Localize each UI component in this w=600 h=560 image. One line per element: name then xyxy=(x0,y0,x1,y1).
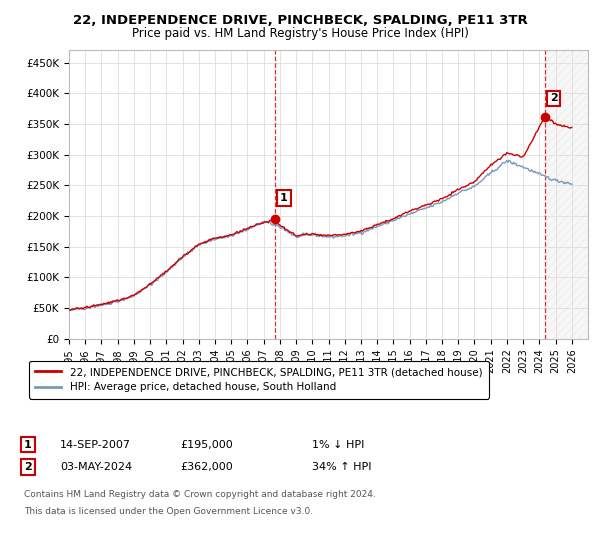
Text: 14-SEP-2007: 14-SEP-2007 xyxy=(60,440,131,450)
Bar xyxy=(545,50,588,339)
Text: 34% ↑ HPI: 34% ↑ HPI xyxy=(312,462,371,472)
Text: 2: 2 xyxy=(24,462,32,472)
Text: 1: 1 xyxy=(24,440,32,450)
Legend: 22, INDEPENDENCE DRIVE, PINCHBECK, SPALDING, PE11 3TR (detached house), HPI: Ave: 22, INDEPENDENCE DRIVE, PINCHBECK, SPALD… xyxy=(29,361,489,399)
Text: 22, INDEPENDENCE DRIVE, PINCHBECK, SPALDING, PE11 3TR: 22, INDEPENDENCE DRIVE, PINCHBECK, SPALD… xyxy=(73,14,527,27)
Text: This data is licensed under the Open Government Licence v3.0.: This data is licensed under the Open Gov… xyxy=(24,507,313,516)
Text: £362,000: £362,000 xyxy=(180,462,233,472)
Text: Price paid vs. HM Land Registry's House Price Index (HPI): Price paid vs. HM Land Registry's House … xyxy=(131,27,469,40)
Text: 03-MAY-2024: 03-MAY-2024 xyxy=(60,462,132,472)
Text: Contains HM Land Registry data © Crown copyright and database right 2024.: Contains HM Land Registry data © Crown c… xyxy=(24,490,376,499)
Text: £195,000: £195,000 xyxy=(180,440,233,450)
Text: 1% ↓ HPI: 1% ↓ HPI xyxy=(312,440,364,450)
Text: 1: 1 xyxy=(280,193,288,203)
Text: 2: 2 xyxy=(550,94,557,104)
